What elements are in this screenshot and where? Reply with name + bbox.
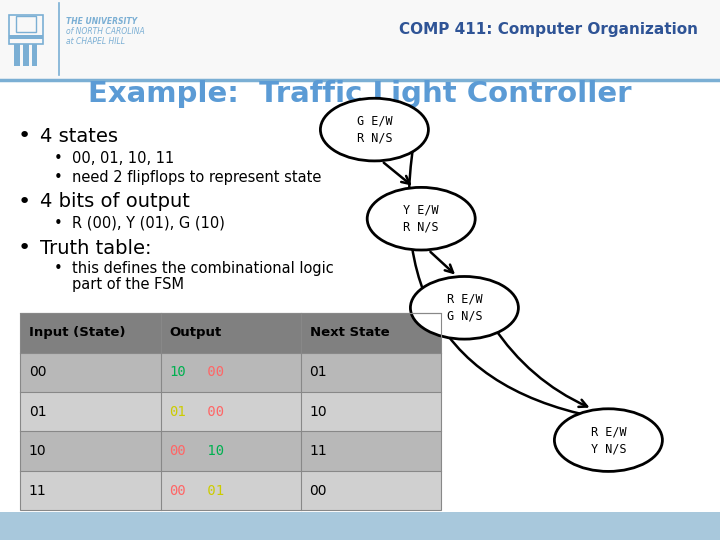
Bar (9, 35, 43, 39)
Text: 11: 11 (29, 484, 47, 497)
Text: •: • (54, 261, 63, 276)
Ellipse shape (367, 187, 475, 250)
Bar (9, 15, 43, 44)
Text: 00: 00 (199, 405, 225, 418)
Text: •: • (54, 170, 63, 185)
Text: 01: 01 (310, 366, 327, 379)
Text: 4 states: 4 states (40, 126, 117, 146)
Text: 10: 10 (169, 366, 186, 379)
Text: •: • (54, 151, 63, 166)
Text: R (00), Y (01), G (10): R (00), Y (01), G (10) (72, 215, 225, 231)
Bar (0, 512, 720, 540)
Text: 01: 01 (199, 484, 225, 497)
Text: •: • (54, 215, 63, 231)
Text: 4 bits of output: 4 bits of output (40, 192, 189, 212)
Text: 00: 00 (29, 366, 46, 379)
Text: 00: 00 (310, 484, 327, 497)
Text: 00: 00 (169, 484, 186, 497)
Text: 01: 01 (169, 405, 186, 418)
Bar (20, 431, 441, 471)
Bar (32, 44, 37, 66)
Text: G E/W
R N/S: G E/W R N/S (356, 114, 392, 145)
Text: this defines the combinational logic: this defines the combinational logic (72, 261, 334, 276)
Text: at CHAPEL HILL: at CHAPEL HILL (66, 37, 125, 45)
Bar (20, 471, 441, 510)
Text: 11: 11 (310, 444, 328, 458)
Bar (23, 44, 29, 66)
Text: of NORTH CAROLINA: of NORTH CAROLINA (66, 27, 144, 36)
Text: 10: 10 (199, 444, 225, 458)
Text: part of the FSM: part of the FSM (72, 277, 184, 292)
Text: need 2 flipflops to represent state: need 2 flipflops to represent state (72, 170, 321, 185)
Bar (14, 44, 20, 66)
Bar (0, 0, 720, 80)
Bar (20, 313, 441, 353)
Text: 00: 00 (199, 366, 225, 379)
Text: 10: 10 (29, 444, 46, 458)
Text: 10: 10 (310, 405, 327, 418)
Text: Output: Output (169, 326, 222, 340)
Text: 00: 00 (169, 444, 186, 458)
Ellipse shape (320, 98, 428, 161)
Text: •: • (18, 126, 31, 146)
Text: •: • (18, 238, 31, 259)
Bar (20, 313, 441, 510)
Ellipse shape (554, 409, 662, 471)
Text: R E/W
Y N/S: R E/W Y N/S (590, 425, 626, 455)
Text: Truth table:: Truth table: (40, 239, 151, 258)
Text: 01: 01 (29, 405, 46, 418)
Text: Next State: Next State (310, 326, 390, 340)
Bar (16, 16, 36, 32)
Text: •: • (18, 192, 31, 212)
Text: R E/W
G N/S: R E/W G N/S (446, 293, 482, 323)
Text: Input (State): Input (State) (29, 326, 125, 340)
Text: 00, 01, 10, 11: 00, 01, 10, 11 (72, 151, 174, 166)
Bar (20, 392, 441, 431)
Text: COMP 411: Computer Organization: COMP 411: Computer Organization (400, 22, 698, 37)
Ellipse shape (410, 276, 518, 339)
Text: Example:  Traffic Light Controller: Example: Traffic Light Controller (89, 80, 631, 109)
Text: THE UNIVERSITY: THE UNIVERSITY (66, 17, 137, 26)
Text: Y E/W
R N/S: Y E/W R N/S (403, 204, 439, 234)
Bar (20, 353, 441, 392)
